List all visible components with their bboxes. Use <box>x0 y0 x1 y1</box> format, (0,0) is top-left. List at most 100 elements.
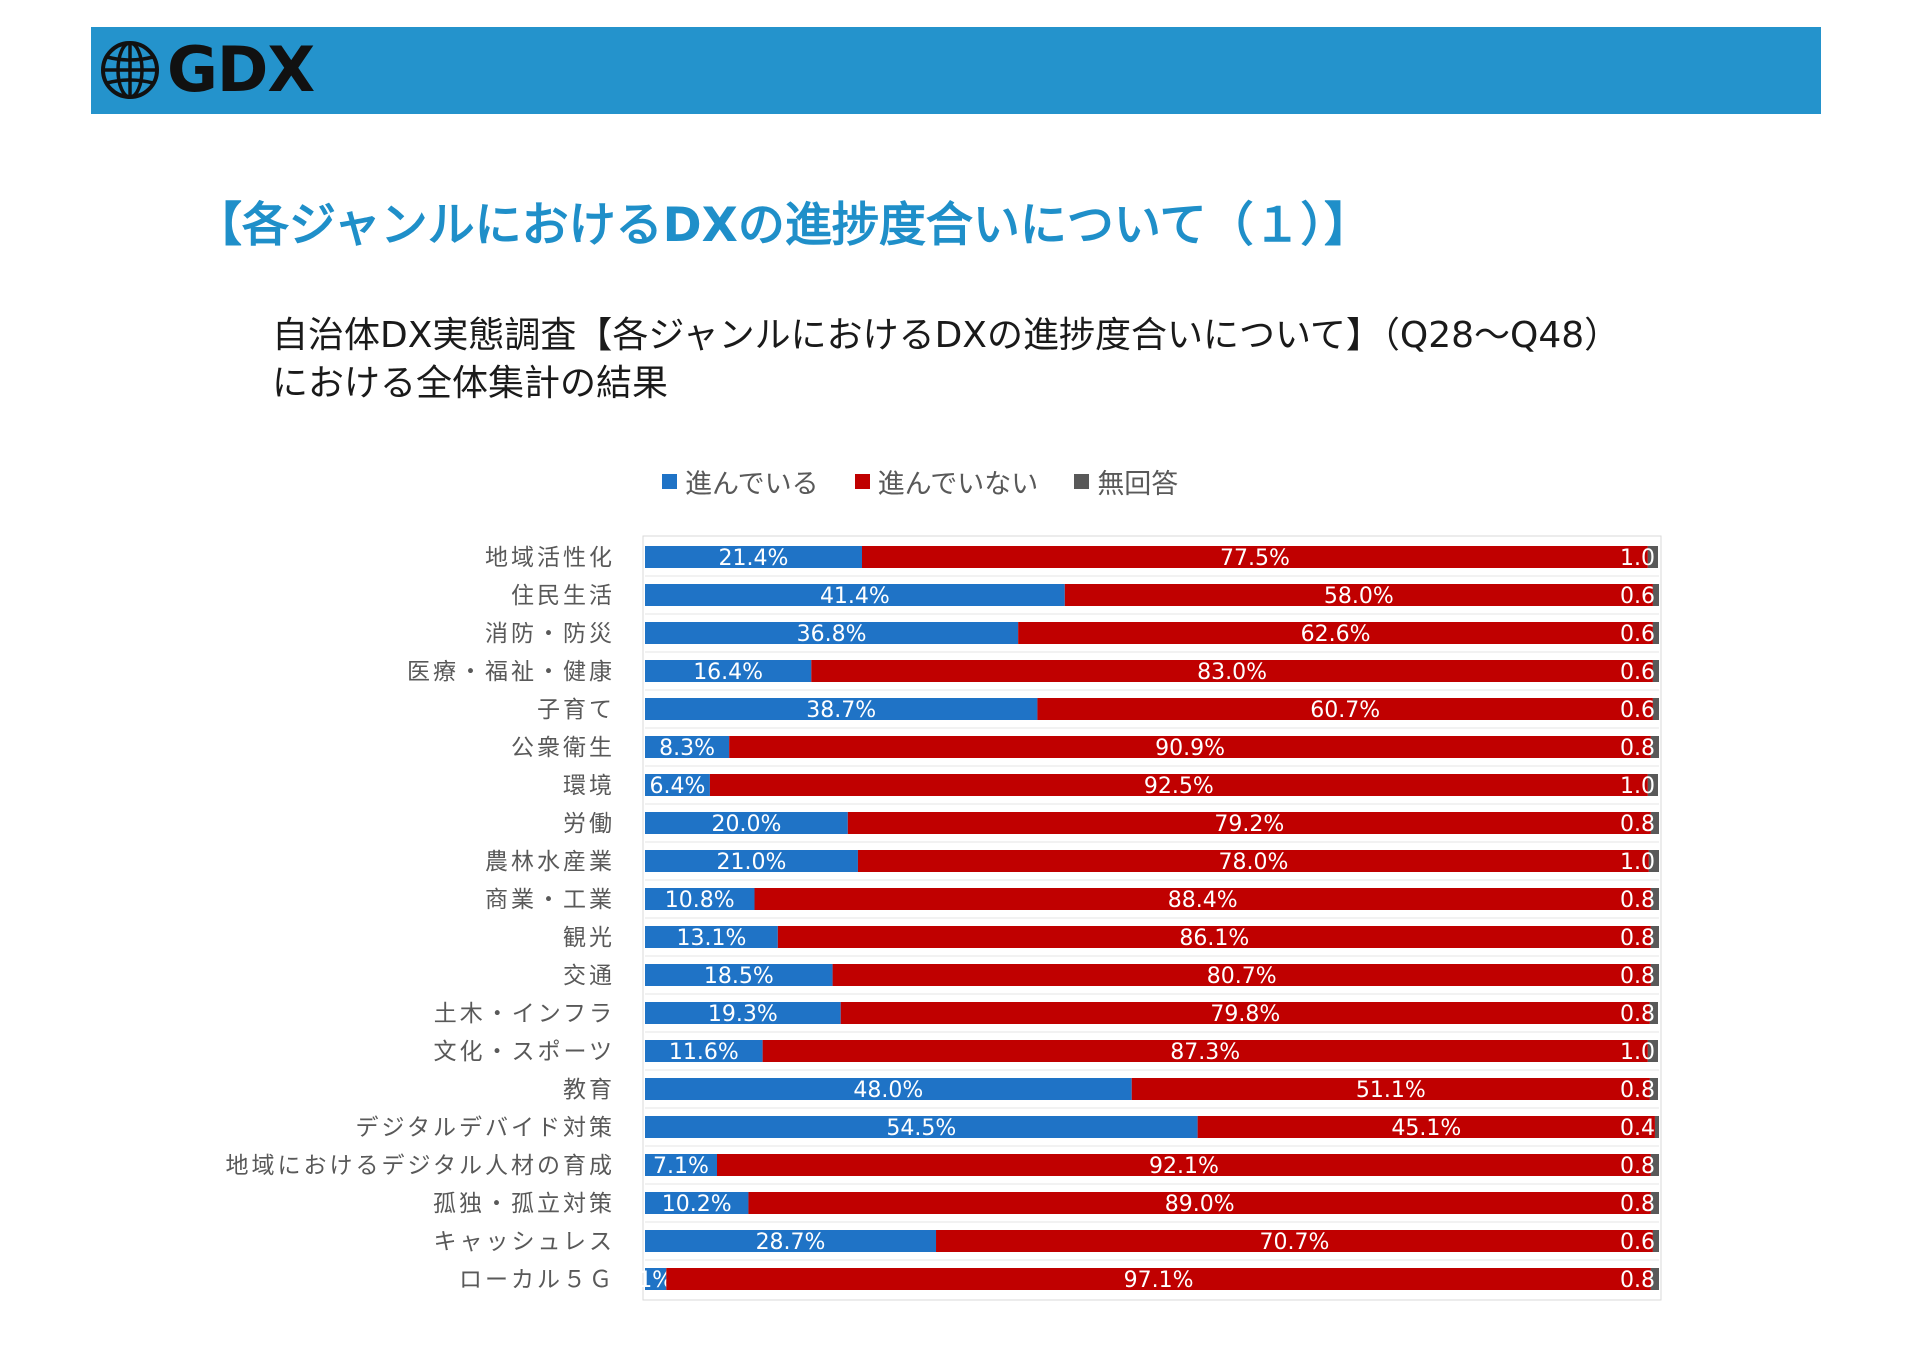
data-label: 0.6 <box>1620 1230 1655 1255</box>
data-label: 0.8 <box>1620 1002 1655 1027</box>
bar-segment <box>1131 1078 1650 1100</box>
bar-segment <box>645 850 858 872</box>
data-label: 1.0 <box>1620 850 1655 875</box>
data-label: 80.7% <box>1207 964 1277 989</box>
data-label: 51.1% <box>1356 1078 1426 1103</box>
bar-segment <box>645 1078 1132 1100</box>
logo-text: GDX <box>167 33 315 106</box>
category-label: 地域におけるデジタル人材の育成 <box>225 1153 615 1179</box>
bar-segment <box>645 698 1038 720</box>
data-label: 88.4% <box>1168 888 1238 913</box>
legend-item-progressing: 進んでいる <box>662 462 819 501</box>
bar-segment <box>1649 1002 1658 1024</box>
bar-segment <box>748 1192 1651 1214</box>
category-label: 孤独・孤立対策 <box>433 1191 615 1217</box>
category-label: デジタルデバイド対策 <box>355 1115 615 1141</box>
logo: GDX <box>99 33 315 106</box>
bar-segment <box>1650 926 1659 948</box>
bar-segment <box>1650 1154 1659 1176</box>
data-label: 41.4% <box>820 584 890 609</box>
bar-segment <box>645 584 1065 606</box>
bar-segment <box>645 736 730 758</box>
bar-segment <box>645 1192 749 1214</box>
data-label: 21.0% <box>717 850 787 875</box>
category-label: 労働 <box>563 811 615 837</box>
bar-segment <box>645 1268 667 1290</box>
data-label: 1.0 <box>1620 546 1655 571</box>
bar-segment <box>1647 546 1658 568</box>
data-label: 86.1% <box>1179 926 1249 951</box>
data-label: 79.2% <box>1214 812 1284 837</box>
data-label: 10.8% <box>665 888 735 913</box>
data-label: 19.3% <box>708 1002 778 1027</box>
data-label: 87.3% <box>1170 1040 1240 1065</box>
data-label: 0.8 <box>1620 1268 1655 1293</box>
bar-segment <box>762 1040 1648 1062</box>
data-label: 79.8% <box>1210 1002 1280 1027</box>
category-label: 観光 <box>563 925 615 951</box>
data-label: 83.0% <box>1197 660 1267 685</box>
bar-segment <box>777 926 1651 948</box>
data-label: 97.1% <box>1124 1268 1194 1293</box>
data-label: 20.0% <box>711 812 781 837</box>
category-label: 住民生活 <box>511 583 615 609</box>
data-label: 38.7% <box>806 698 876 723</box>
slide-title: 【各ジャンルにおけるDXの進捗度合いについて（１）】 <box>195 198 1371 253</box>
data-label: 92.5% <box>1144 774 1214 799</box>
bar-segment <box>645 964 833 986</box>
bar-segment <box>1649 1078 1658 1100</box>
data-label: 16.4% <box>693 660 763 685</box>
bar-segment <box>1650 812 1659 834</box>
data-label: 8.3% <box>659 736 715 761</box>
bar-segment <box>861 546 1648 568</box>
bar-segment <box>645 622 1019 644</box>
data-label: 0.8 <box>1620 1154 1655 1179</box>
legend-item-no-answer: 無回答 <box>1074 462 1178 501</box>
bar-segment <box>1064 584 1653 606</box>
data-label: 60.7% <box>1310 698 1380 723</box>
category-label: 子育て <box>537 697 615 723</box>
bar-segment <box>729 736 1651 758</box>
bar-segment <box>1650 1192 1659 1214</box>
data-label: 78.0% <box>1218 850 1288 875</box>
data-label: 28.7% <box>756 1230 826 1255</box>
bar-segment <box>811 660 1653 682</box>
data-label: 7.1% <box>653 1154 709 1179</box>
data-label: 0.8 <box>1620 926 1655 951</box>
bar-segment <box>645 1002 841 1024</box>
bar-segment <box>832 964 1651 986</box>
data-label: 13.1% <box>676 926 746 951</box>
data-label: 0.4 <box>1620 1116 1655 1141</box>
category-label: 地域活性化 <box>485 545 615 571</box>
bar-segment <box>666 1268 1651 1290</box>
chart-subtitle: 自治体DX実態調査【各ジャンルにおけるDXの進捗度合いについて】（Q28～Q48… <box>272 315 1621 404</box>
bar-segment <box>936 1230 1653 1252</box>
category-label: 医療・福祉・健康 <box>407 659 615 685</box>
category-label: ローカル５Ｇ <box>459 1267 615 1293</box>
category-label: 土木・インフラ <box>434 1001 615 1027</box>
header-band: GDX <box>91 27 1821 114</box>
bar-segment <box>1652 660 1659 682</box>
category-label: キャッシュレス <box>433 1229 615 1255</box>
bar-segment <box>1018 622 1653 644</box>
data-label: 48.0% <box>853 1078 923 1103</box>
bar-segment <box>645 812 848 834</box>
bar-segment <box>1652 622 1659 644</box>
data-label: 89.0% <box>1165 1192 1235 1217</box>
data-label: 21.4% <box>719 546 789 571</box>
data-label: 0.6 <box>1620 698 1655 723</box>
legend-swatch-not-progressing <box>854 474 870 489</box>
data-label: 0.8 <box>1620 736 1655 761</box>
legend-label-no-answer: 無回答 <box>1097 469 1179 500</box>
data-label: 18.5% <box>704 964 774 989</box>
legend-label-not-progressing: 進んでいない <box>877 469 1039 500</box>
data-label: 1.0 <box>1620 1040 1655 1065</box>
bar-segment <box>1647 774 1658 796</box>
bar-segment <box>645 660 812 682</box>
data-label: 58.0% <box>1324 584 1394 609</box>
bar-segment <box>709 774 1648 796</box>
category-label: 商業・工業 <box>485 887 615 913</box>
data-label: 0.8 <box>1620 1192 1655 1217</box>
bar-segment <box>645 888 755 910</box>
